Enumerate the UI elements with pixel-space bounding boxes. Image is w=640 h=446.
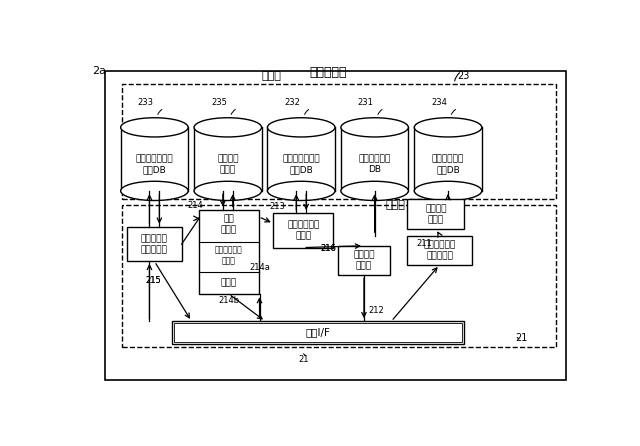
Text: クーポン情報
DB: クーポン情報 DB bbox=[358, 154, 391, 174]
Bar bbox=[341, 128, 408, 191]
Ellipse shape bbox=[414, 118, 482, 137]
Text: 顧客
管理部: 顧客 管理部 bbox=[221, 215, 237, 235]
Bar bbox=[408, 235, 472, 265]
Bar bbox=[338, 246, 390, 275]
Text: 234: 234 bbox=[431, 99, 447, 107]
Bar bbox=[268, 128, 335, 191]
Bar bbox=[414, 128, 482, 191]
Bar bbox=[172, 322, 465, 344]
Text: アクセス履歴
取得部: アクセス履歴 取得部 bbox=[287, 220, 319, 240]
Ellipse shape bbox=[341, 118, 408, 137]
Text: 233: 233 bbox=[138, 99, 154, 107]
Text: クーポン利用
情報取得部: クーポン利用 情報取得部 bbox=[424, 240, 456, 260]
Text: 235: 235 bbox=[211, 99, 227, 107]
Bar bbox=[194, 128, 262, 191]
Ellipse shape bbox=[194, 181, 262, 201]
Text: 制御部: 制御部 bbox=[385, 201, 405, 211]
Text: 215: 215 bbox=[145, 276, 161, 285]
Text: 211: 211 bbox=[417, 239, 433, 248]
Bar bbox=[273, 213, 333, 248]
Bar bbox=[121, 128, 188, 191]
Text: 212: 212 bbox=[369, 306, 385, 315]
Text: 215: 215 bbox=[145, 276, 161, 285]
Ellipse shape bbox=[268, 181, 335, 201]
Text: 通信I/F: 通信I/F bbox=[306, 327, 330, 338]
Text: 216: 216 bbox=[320, 244, 336, 253]
Text: 231: 231 bbox=[358, 99, 374, 107]
Ellipse shape bbox=[121, 118, 188, 137]
Bar bbox=[122, 84, 556, 199]
Text: オフライン顧客
情報DB: オフライン顧客 情報DB bbox=[136, 154, 173, 174]
Text: 23: 23 bbox=[457, 70, 469, 81]
Bar bbox=[127, 227, 182, 261]
Text: 216: 216 bbox=[320, 244, 336, 253]
Text: 214b: 214b bbox=[218, 296, 239, 305]
Ellipse shape bbox=[414, 181, 482, 201]
Text: 232: 232 bbox=[284, 99, 300, 107]
Text: 214a: 214a bbox=[249, 263, 270, 272]
Text: 記憶部: 記憶部 bbox=[261, 71, 281, 81]
Text: 21: 21 bbox=[515, 333, 528, 343]
Bar bbox=[199, 210, 259, 294]
Text: クーポン
発行部: クーポン 発行部 bbox=[353, 250, 374, 270]
Text: 分析情報
蓄積部: 分析情報 蓄積部 bbox=[217, 154, 239, 174]
Text: 213: 213 bbox=[269, 202, 285, 211]
Bar bbox=[174, 323, 462, 343]
Text: オンライン顧客
情報DB: オンライン顧客 情報DB bbox=[282, 154, 320, 174]
Text: 214: 214 bbox=[187, 201, 203, 210]
Ellipse shape bbox=[341, 181, 408, 201]
Text: 2a: 2a bbox=[92, 66, 106, 75]
Text: 管理サーバ: 管理サーバ bbox=[309, 66, 347, 78]
Text: クーポン
管理部: クーポン 管理部 bbox=[425, 204, 447, 224]
Bar bbox=[122, 205, 556, 347]
Text: 21: 21 bbox=[298, 355, 308, 364]
Ellipse shape bbox=[268, 118, 335, 137]
Text: オフライン
情報取得部: オフライン 情報取得部 bbox=[141, 234, 168, 254]
Text: 分析部: 分析部 bbox=[221, 278, 237, 287]
Ellipse shape bbox=[121, 181, 188, 201]
Text: リレーション
設定部: リレーション 設定部 bbox=[215, 245, 243, 265]
Ellipse shape bbox=[194, 118, 262, 137]
Bar bbox=[408, 199, 465, 229]
Text: サービス提供
装置DB: サービス提供 装置DB bbox=[432, 154, 464, 174]
